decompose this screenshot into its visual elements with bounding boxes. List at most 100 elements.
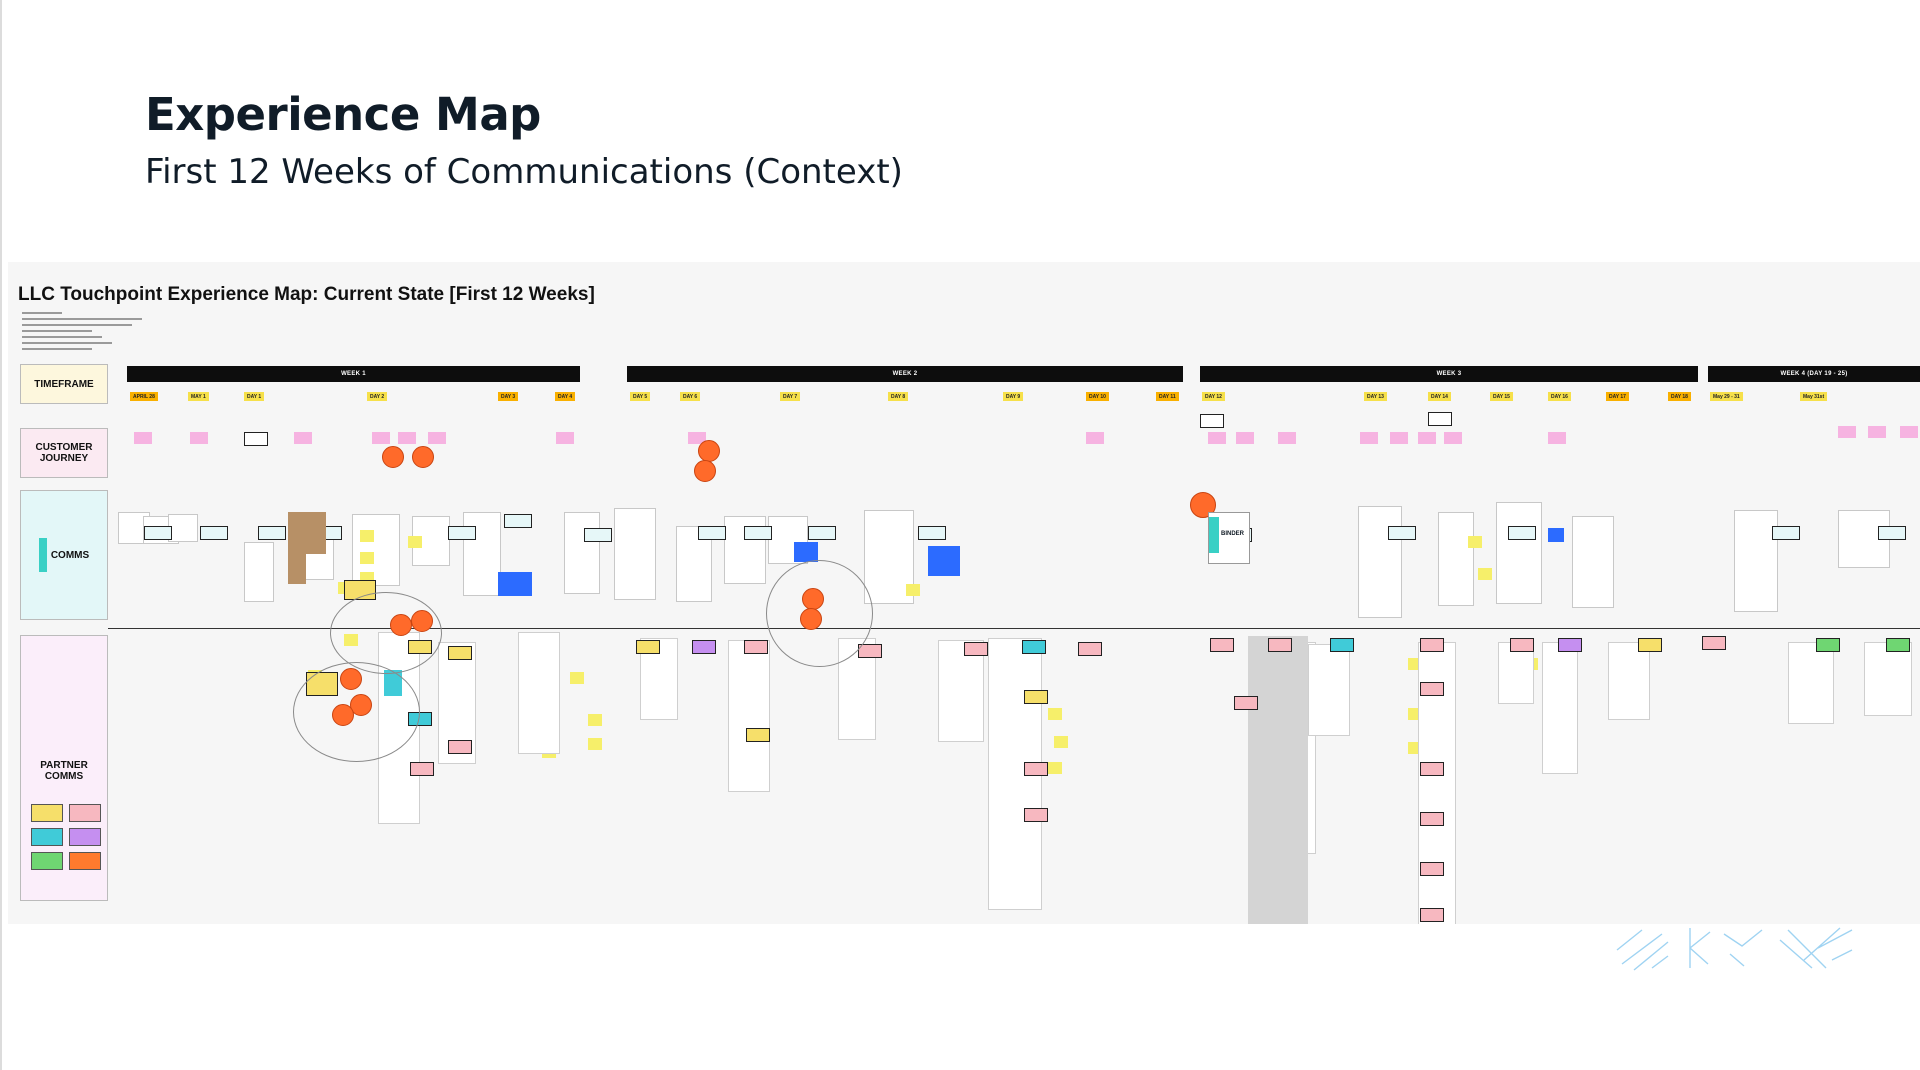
comms-document <box>864 510 914 604</box>
partner-tag <box>1510 638 1534 652</box>
day-chip: DAY 12 <box>1202 392 1225 401</box>
journey-card <box>1200 414 1224 428</box>
day-chip: DAY 18 <box>1668 392 1691 401</box>
highlight-dot <box>694 460 716 482</box>
journey-sticky <box>190 432 208 444</box>
comms-card <box>808 526 836 540</box>
partner-tag <box>1420 762 1444 776</box>
comms-image <box>794 542 818 562</box>
comms-document <box>564 512 600 594</box>
comms-marker <box>38 538 47 572</box>
journey-sticky <box>134 432 152 444</box>
comms-image <box>498 572 532 596</box>
partner-tag <box>1420 638 1444 652</box>
partner-tag <box>1638 638 1662 652</box>
page-title: Experience Map <box>145 88 541 141</box>
sticky-note <box>1468 536 1482 548</box>
comms-card <box>918 526 946 540</box>
partner-tag <box>410 762 434 776</box>
comms-image <box>928 546 960 576</box>
comms-card <box>144 526 172 540</box>
brand-logo-icon <box>1616 927 1853 971</box>
journey-sticky <box>1418 432 1436 444</box>
lane-divider <box>108 628 1920 629</box>
comms-document <box>1438 512 1474 606</box>
highlight-dot <box>332 704 354 726</box>
partner-document <box>1608 642 1650 720</box>
partner-tag <box>692 640 716 654</box>
lane-label-comms: COMMS <box>20 490 108 620</box>
journey-sticky <box>1236 432 1254 444</box>
partner-document <box>728 640 770 792</box>
partner-tag <box>1024 690 1048 704</box>
legend-swatch <box>69 828 101 846</box>
day-chip: DAY 5 <box>630 392 651 401</box>
partner-document <box>938 640 984 742</box>
comms-card-binder: BINDER <box>1208 512 1250 564</box>
day-chip: APRIL 28 <box>130 392 158 401</box>
week-bar: WEEK 4 (DAY 19 - 25) <box>1708 366 1920 382</box>
comms-card <box>1878 526 1906 540</box>
comms-card <box>744 526 772 540</box>
sticky-note <box>1048 708 1062 720</box>
comms-photo <box>288 512 326 554</box>
partner-tag <box>448 646 472 660</box>
journey-sticky <box>1208 432 1226 444</box>
board-notes <box>22 312 162 354</box>
comms-card <box>1388 526 1416 540</box>
comms-document <box>1734 510 1778 612</box>
binder-label: BINDER <box>1221 531 1245 537</box>
comms-card <box>258 526 286 540</box>
day-chip: DAY 10 <box>1086 392 1109 401</box>
comms-card <box>1508 526 1536 540</box>
lane-label-timeframe: TIMEFRAME <box>20 364 108 404</box>
lane-label-customer-journey: CUSTOMER JOURNEY <box>20 428 108 478</box>
cluster-outline <box>766 560 873 667</box>
day-chip: DAY 6 <box>680 392 701 401</box>
day-chip: DAY 14 <box>1428 392 1451 401</box>
comms-document <box>1496 502 1542 604</box>
comms-document <box>1572 516 1614 608</box>
highlight-dot <box>800 608 822 630</box>
week-bar: WEEK 3 <box>1200 366 1698 382</box>
comms-document <box>614 508 656 600</box>
day-chip: DAY 2 <box>367 392 388 401</box>
partner-tag <box>1078 642 1102 656</box>
day-chip: DAY 16 <box>1548 392 1571 401</box>
comms-card <box>698 526 726 540</box>
partner-tag <box>1420 908 1444 922</box>
day-chip: May 29 - 31 <box>1710 392 1743 401</box>
legend-swatch <box>31 852 63 870</box>
partner-document <box>1498 642 1534 704</box>
partner-document-stack <box>1248 636 1308 924</box>
partner-tag <box>636 640 660 654</box>
journey-sticky <box>294 432 312 444</box>
comms-card <box>504 514 532 528</box>
partner-document <box>1542 642 1578 774</box>
day-chip: DAY 3 <box>498 392 519 401</box>
comms-document <box>168 514 198 542</box>
comms-card <box>1772 526 1800 540</box>
partner-tag <box>1210 638 1234 652</box>
partner-tag <box>1702 636 1726 650</box>
legend-swatch <box>69 852 101 870</box>
day-chip: DAY 15 <box>1490 392 1513 401</box>
legend-swatch <box>31 828 63 846</box>
partner-legend <box>31 804 101 870</box>
partner-tag <box>1420 862 1444 876</box>
partner-document <box>1864 642 1912 716</box>
comms-image <box>1548 528 1564 542</box>
comms-card <box>584 528 612 542</box>
partner-tag <box>1886 638 1910 652</box>
legend-swatch <box>69 804 101 822</box>
journey-sticky <box>398 432 416 444</box>
day-chip: DAY 11 <box>1156 392 1179 401</box>
highlight-dot <box>411 610 433 632</box>
week-bar: WEEK 2 <box>627 366 1183 382</box>
highlight-dot <box>350 694 372 716</box>
sticky-note <box>570 672 584 684</box>
sticky-note <box>1048 762 1062 774</box>
cluster-outline <box>293 662 420 762</box>
sticky-note <box>360 552 374 564</box>
comms-photo <box>288 554 306 584</box>
